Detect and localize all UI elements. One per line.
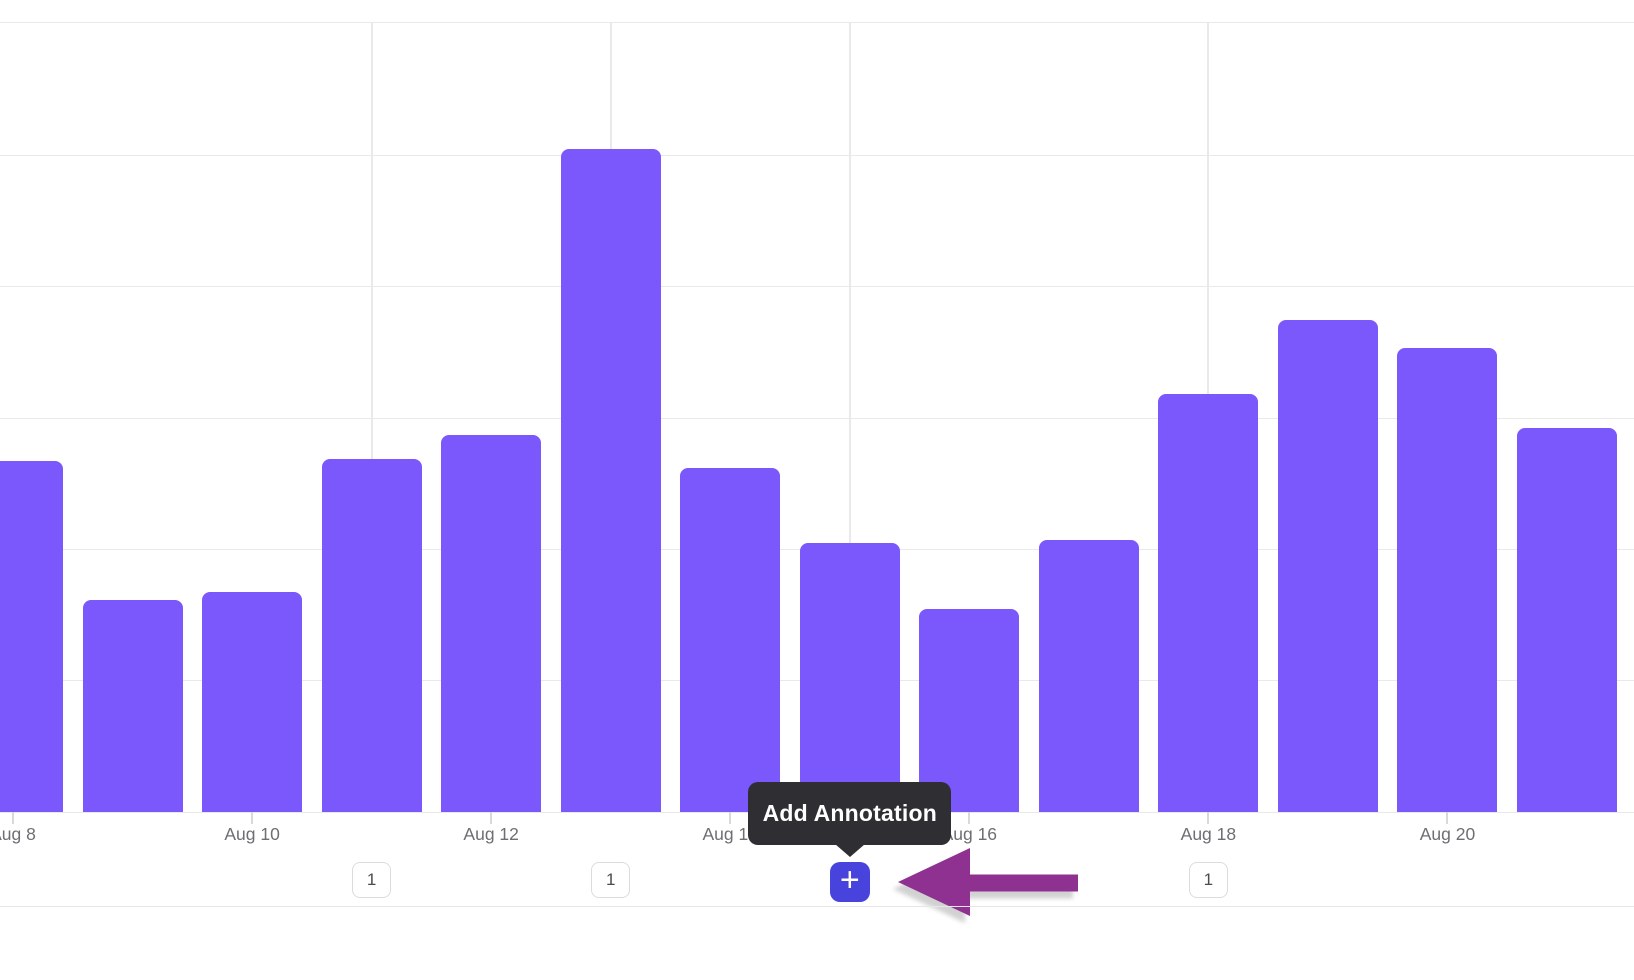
chart-bar[interactable]	[1158, 394, 1259, 812]
axis-label: Aug 8	[0, 824, 36, 844]
gridline-horizontal	[0, 155, 1634, 156]
gridline-horizontal	[0, 286, 1634, 287]
axis-label: Aug 12	[463, 824, 519, 844]
chart-bar[interactable]	[1397, 348, 1498, 812]
annotation-guide-line	[848, 22, 851, 812]
chart-bar[interactable]	[560, 149, 661, 812]
annotation-guide-line	[370, 22, 373, 812]
chart-bar[interactable]	[680, 468, 781, 812]
chart-bar[interactable]	[202, 592, 303, 812]
axis-label: Aug 20	[1419, 824, 1476, 844]
axis-tick	[729, 812, 732, 824]
chart-bar[interactable]	[441, 435, 542, 812]
axis-label: Aug 10	[224, 824, 280, 844]
chart-bar[interactable]	[0, 461, 63, 812]
tooltip-label: Add Annotation	[762, 800, 937, 826]
add-annotation-tooltip: Add Annotation	[748, 782, 952, 857]
axis-tick	[490, 812, 493, 824]
axis-tick	[968, 812, 971, 824]
chart-bar[interactable]	[321, 459, 422, 812]
chart-bar[interactable]	[919, 609, 1020, 812]
add-annotation-button[interactable]: +	[829, 861, 870, 902]
chart-bar[interactable]	[82, 600, 183, 812]
annotation-count-badge[interactable]: 1	[591, 862, 631, 898]
gridline-horizontal	[0, 22, 1634, 23]
axis-tick	[1207, 812, 1210, 824]
tooltip-caret-icon	[834, 844, 865, 857]
arrow-shadow	[893, 855, 1073, 923]
axis-label: Aug 18	[1180, 824, 1237, 844]
annotation-count-badge[interactable]: 1	[1188, 862, 1228, 898]
bottom-divider	[0, 906, 1634, 907]
chart-bar[interactable]	[799, 543, 900, 812]
chart-bar[interactable]	[1517, 428, 1618, 812]
annotation-count-badge[interactable]: 1	[352, 862, 392, 898]
gridline-horizontal	[0, 418, 1634, 419]
axis-tick	[12, 812, 14, 824]
plus-icon: +	[839, 861, 860, 899]
axis-label: Aug 14	[702, 824, 758, 844]
chart-bar[interactable]	[1038, 540, 1139, 812]
axis-label: Aug 16	[941, 824, 998, 844]
axis-tick	[251, 812, 254, 824]
chart-bar[interactable]	[1277, 320, 1378, 812]
axis-tick	[1446, 812, 1449, 824]
